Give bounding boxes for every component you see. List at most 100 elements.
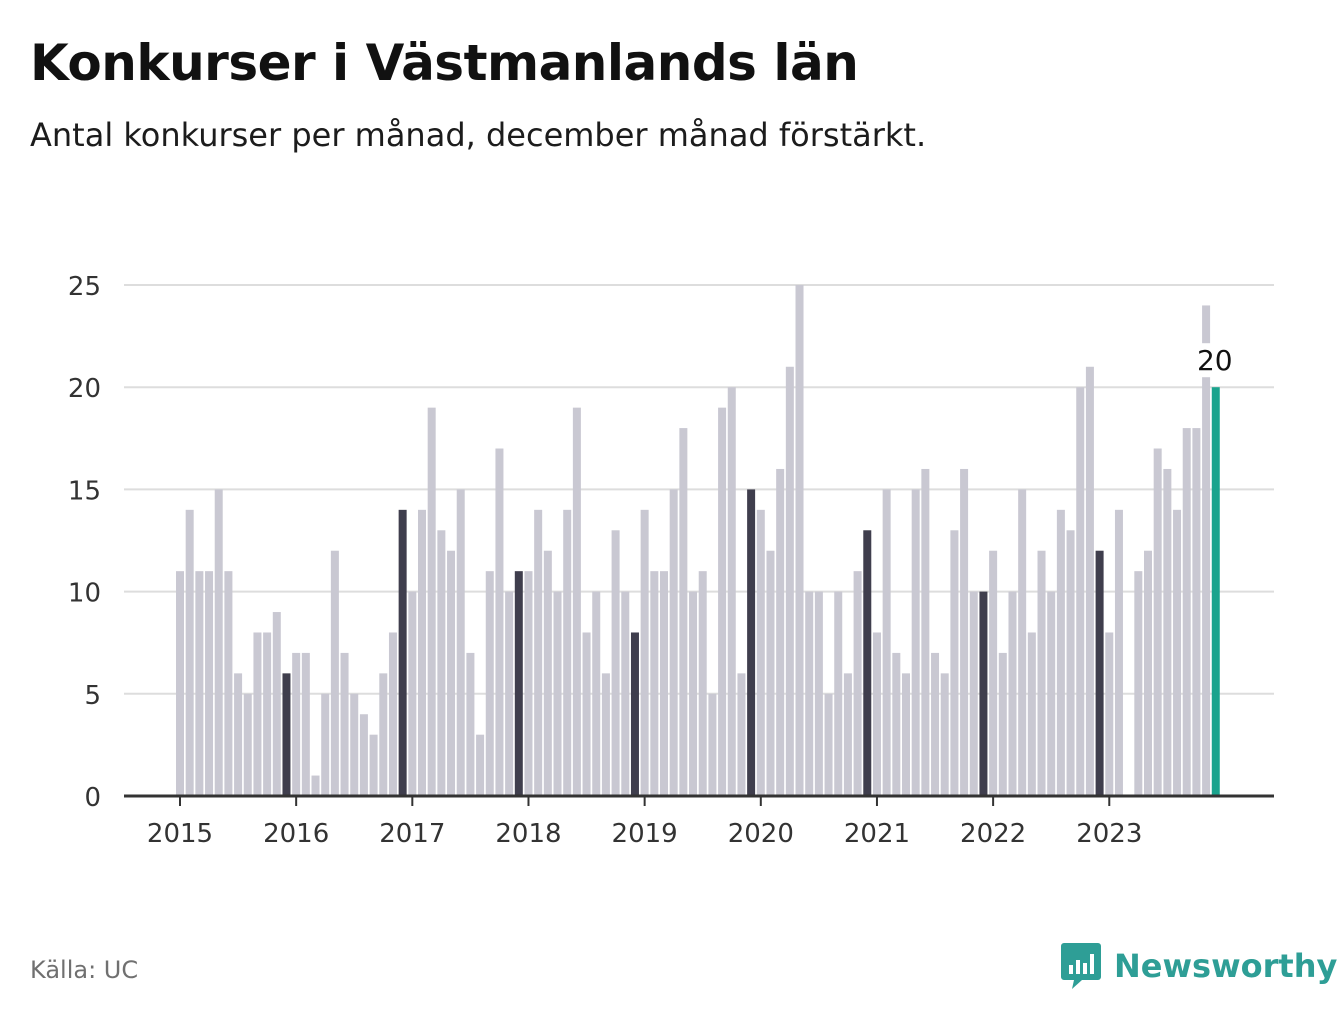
x-tick-label: 2023 — [1076, 819, 1142, 849]
bar — [640, 509, 649, 796]
y-tick-label: 15 — [68, 476, 101, 506]
bar — [921, 468, 930, 796]
bar — [931, 652, 940, 796]
bar — [418, 509, 426, 796]
bar — [359, 714, 368, 796]
bar — [708, 693, 717, 796]
bar — [843, 673, 852, 796]
bar — [1027, 632, 1036, 796]
bar — [301, 652, 310, 796]
bar — [495, 448, 504, 796]
bar — [718, 407, 727, 796]
data-label-background — [1193, 343, 1236, 378]
bar — [369, 734, 378, 796]
bar-december — [514, 571, 523, 796]
bar — [1202, 305, 1211, 796]
bar — [214, 489, 223, 796]
bar — [1144, 550, 1152, 796]
bar — [1037, 550, 1046, 796]
y-tick-label: 25 — [68, 272, 101, 302]
x-tick-label: 2016 — [263, 819, 329, 849]
bar — [776, 468, 785, 796]
bar — [1066, 530, 1075, 796]
bar — [350, 693, 359, 796]
x-tick-label: 2020 — [728, 819, 794, 849]
bar — [582, 632, 591, 796]
bar — [650, 571, 659, 796]
bar — [1047, 591, 1056, 796]
bar — [543, 550, 552, 796]
bar — [321, 693, 330, 796]
bar — [272, 612, 281, 796]
bar — [601, 673, 610, 796]
bar — [1085, 366, 1094, 796]
bar — [998, 652, 1007, 796]
bar-latest — [1211, 387, 1220, 796]
bar — [727, 387, 736, 796]
source-note: Källa: UC — [30, 956, 139, 984]
bar — [447, 550, 456, 796]
bar — [263, 632, 272, 796]
bar — [872, 632, 881, 796]
bar — [592, 591, 601, 796]
y-tick-label: 0 — [84, 783, 101, 813]
bar — [437, 530, 446, 796]
bar — [330, 550, 339, 796]
bar — [1192, 428, 1201, 796]
bar — [572, 407, 581, 796]
newsworthy-icon — [1061, 943, 1101, 989]
bar — [379, 673, 388, 796]
bar — [205, 571, 214, 796]
newsworthy-logo: Newsworthy — [1060, 940, 1337, 992]
bar — [1153, 448, 1162, 796]
bar — [824, 693, 833, 796]
bar — [950, 530, 959, 796]
bar — [1134, 571, 1143, 796]
bar-december — [1095, 550, 1104, 796]
bar — [960, 468, 969, 796]
bar — [834, 591, 843, 796]
y-tick-label: 10 — [68, 579, 101, 609]
bar — [969, 591, 978, 796]
bar — [805, 591, 814, 796]
bar — [669, 489, 678, 796]
bar-december — [282, 673, 291, 796]
bar-december — [979, 591, 988, 796]
bar — [505, 591, 514, 796]
bar — [785, 366, 794, 796]
bar — [176, 571, 184, 796]
bar — [1056, 509, 1065, 796]
chart-title: Konkurser i Västmanlands län — [30, 34, 859, 92]
bar — [795, 285, 804, 796]
bar — [1105, 632, 1114, 796]
bar-december — [747, 489, 756, 796]
bar — [892, 652, 901, 796]
data-label-latest: 20 — [1197, 344, 1233, 377]
x-tick-label: 2021 — [844, 819, 910, 849]
x-tick-label: 2015 — [147, 819, 213, 849]
bar — [563, 509, 572, 796]
bar — [466, 652, 475, 796]
bar — [427, 407, 436, 796]
bar — [1173, 509, 1182, 796]
bar-december — [630, 632, 639, 796]
chart-subtitle: Antal konkurser per månad, december måna… — [30, 116, 927, 154]
x-tick-label: 2018 — [495, 819, 561, 849]
bar-december — [863, 530, 872, 796]
y-tick-label: 20 — [68, 374, 101, 404]
bar — [698, 571, 707, 796]
bar — [1076, 387, 1085, 796]
bar — [311, 775, 320, 796]
bar — [902, 673, 910, 796]
bar — [1008, 591, 1017, 796]
bar — [621, 591, 630, 796]
bar — [1182, 428, 1191, 796]
bar — [253, 632, 262, 796]
bar — [195, 571, 204, 796]
x-tick-label: 2019 — [612, 819, 678, 849]
bar — [224, 571, 233, 796]
bar — [408, 591, 417, 796]
bar — [756, 509, 765, 796]
y-axis-ticks: 0 5 10 15 20 25 — [68, 272, 101, 813]
